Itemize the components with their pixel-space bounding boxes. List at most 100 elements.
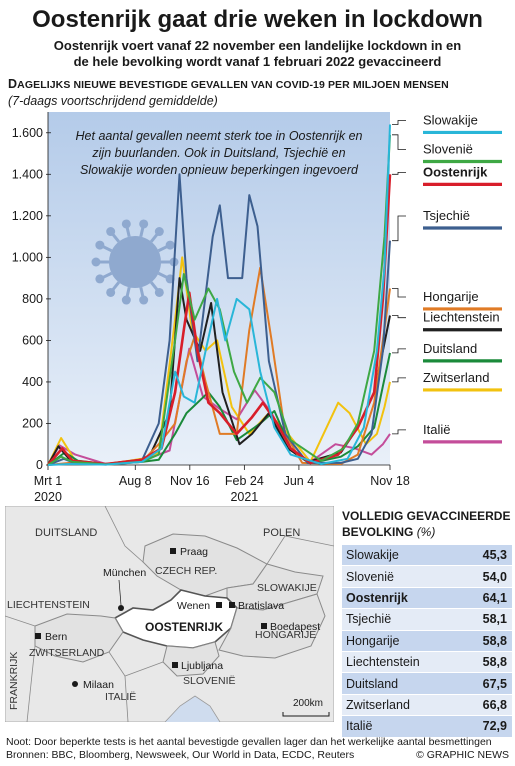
x-axis: Mrt 1 2020 Aug 8 Nov 16 Feb 24 2021 Jun 4 Nov 1… <box>34 464 410 504</box>
chart-title-rest: AGELIJKS NIEUWE BEVESTIGDE GEVALLEN VAN … <box>17 79 449 91</box>
x-tick-label: Aug 8 <box>119 474 152 488</box>
virus-spike-tip <box>121 219 131 229</box>
virus-spike-tip <box>154 287 164 297</box>
vaccination-country: Italië <box>346 719 373 734</box>
x-tick-label: Jun 4 <box>284 474 315 488</box>
virus-spike-tip <box>139 295 149 305</box>
virus-spike-tip <box>91 257 101 267</box>
y-axis: 0 200 400 600 800 1.000 1.200 1.400 1.600 <box>12 112 51 472</box>
vaccination-row: Tsjechië 58,1 <box>342 608 512 630</box>
vaccination-value: 45,3 <box>482 548 507 563</box>
series-label-slowakije: Slowakije <box>423 112 478 127</box>
series-lines <box>47 124 392 466</box>
munchen-leader <box>118 579 122 606</box>
city-boedapest: Boedapest <box>270 621 320 633</box>
map-hungary <box>218 593 326 659</box>
vaccination-row: Liechtenstein 58,8 <box>342 650 512 673</box>
x-tick-year: 2021 <box>230 490 258 504</box>
series-label-hongarije: Hongarije <box>423 289 479 304</box>
city-munchen: München <box>103 567 146 579</box>
subtitle-line-2: de hele bevolking wordt vanaf 1 februari… <box>73 54 442 69</box>
y-tick-label: 200 <box>22 416 43 430</box>
y-tick-label: 1.000 <box>12 250 43 264</box>
vaccination-row: Oostenrijk 64,1 <box>342 586 512 609</box>
city-marker-ljubljana <box>172 662 178 668</box>
label-leader <box>392 120 406 125</box>
virus-spike-tip <box>106 227 116 237</box>
label-leader <box>392 377 406 383</box>
series-label-liechtenstein: Liechtenstein <box>423 310 500 325</box>
map-label-hongarije: HONGARIJE <box>255 629 316 641</box>
vaccination-country: Slowakije <box>346 548 399 563</box>
x-tick-label: Nov 18 <box>370 474 410 488</box>
vaccination-row: Zwitserland 66,8 <box>342 693 512 716</box>
y-tick-label: 1.400 <box>12 167 43 181</box>
vaccination-value: 58,1 <box>482 612 507 627</box>
y-tick-label: 1.600 <box>12 126 43 140</box>
page-title: Oostenrijk gaat drie weken in lockdown <box>32 6 483 33</box>
map-border-italy <box>124 675 129 722</box>
city-marker-bern <box>35 633 41 639</box>
map-label-czech: CZECH REP. <box>155 565 217 577</box>
virus-body <box>109 236 161 288</box>
x-tick-label: Mrt 1 <box>34 474 63 488</box>
annotation-line: Het aantal gevallen neemt sterk toe in O… <box>76 129 363 143</box>
vaccination-country: Tsjechië <box>346 612 392 627</box>
vaccination-country: Hongarije <box>346 633 400 648</box>
vaccination-country: Zwitserland <box>346 697 410 712</box>
subtitle-line-1: Oostenrijk voert vanaf 22 november een l… <box>53 38 462 53</box>
region-map: DUITSLAND POLEN CZECH REP. SLOWAKIJE LIE… <box>5 506 334 722</box>
map-label-liechtenstein: LIECHTENSTEIN <box>7 599 90 611</box>
map-label-polen: POLEN <box>263 527 300 539</box>
vaccination-heading-unit: (%) <box>416 525 436 539</box>
city-wenen: Wenen <box>177 600 210 612</box>
vaccination-row: Slowakije 45,3 <box>342 544 512 566</box>
city-ljubljana: Ljubljana <box>181 660 223 672</box>
vaccination-country: Oostenrijk <box>346 590 408 605</box>
map-label-oostenrijk: OOSTENRIJK <box>145 620 223 634</box>
annotation-line: Slowakije worden opnieuw beperkingen ing… <box>80 163 359 177</box>
virus-spike-tip <box>165 240 175 250</box>
virus-spike-tip <box>106 287 116 297</box>
series-labels: Slowakije Slovenië Oostenrijk Tsjechië Honga… <box>392 112 502 444</box>
map-switzerland <box>34 613 124 663</box>
y-tick-label: 0 <box>36 458 43 472</box>
footer-note: Noot: Door beperkte tests is het aantal … <box>6 736 492 748</box>
series-label-duitsland: Duitsland <box>423 341 477 356</box>
map-label-italie: ITALIË <box>105 691 136 703</box>
virus-spike-tip <box>95 274 105 284</box>
vaccination-row: Hongarije 58,8 <box>342 629 512 651</box>
vaccination-heading-line2: BEVOLKING <box>342 525 414 539</box>
virus-illustration <box>91 219 179 305</box>
series-label-slovenië: Slovenië <box>423 142 473 157</box>
city-marker-munchen <box>118 605 124 611</box>
map-label-duitsland: DUITSLAND <box>35 527 97 539</box>
map-label-slovenie: SLOVENIË <box>183 675 236 687</box>
vaccination-country: Slovenië <box>346 569 394 584</box>
x-tick-year: 2020 <box>34 490 62 504</box>
virus-spike-tip <box>121 295 131 305</box>
city-milaan: Milaan <box>83 679 114 691</box>
vaccination-row: Slovenië 54,0 <box>342 565 512 587</box>
y-tick-label: 1.200 <box>12 209 43 223</box>
vaccination-heading: VOLLEDIG GEVACCINEERDE BEVOLKING (%) <box>342 508 510 540</box>
chart-title-initial: D <box>8 77 18 91</box>
vaccination-country: Duitsland <box>346 676 399 691</box>
city-bern: Bern <box>45 631 67 643</box>
map-scale-label: 200km <box>293 698 323 709</box>
map-label-frankrijk: FRANKRIJK <box>8 652 20 710</box>
label-leader <box>392 172 406 175</box>
series-label-oostenrijk: Oostenrijk <box>423 164 488 179</box>
label-leader <box>392 348 406 354</box>
vaccination-value: 54,0 <box>482 569 507 584</box>
map-label-slowakije: SLOWAKIJE <box>257 582 317 594</box>
city-marker-bratislava <box>229 602 235 608</box>
city-marker-wenen <box>216 602 222 608</box>
map-label-zwitserland: ZWITSERLAND <box>29 647 105 659</box>
chart-title: DAGELIJKS NIEUWE BEVESTIGDE GEVALLEN VAN… <box>8 77 449 91</box>
vaccination-value: 67,5 <box>482 676 507 691</box>
annotation-line: zijn buurlanden. Ook in Duitsland, Tsjec… <box>91 146 345 160</box>
label-leader <box>392 134 406 150</box>
vaccination-value: 72,9 <box>482 719 507 734</box>
virus-spike-tip <box>139 219 149 229</box>
